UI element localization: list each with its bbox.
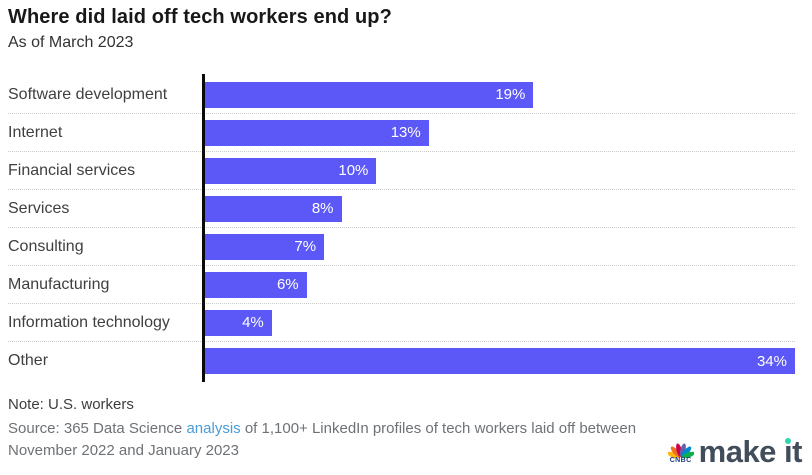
bar-track: 19% — [202, 81, 795, 108]
chart-row: Internet 13% — [8, 114, 795, 152]
category-label: Information technology — [8, 313, 170, 331]
chart-row: Financial services 10% — [8, 152, 795, 190]
chart-row: Services 8% — [8, 190, 795, 228]
chart-row: Manufacturing 6% — [8, 266, 795, 304]
bar: 7% — [202, 233, 325, 260]
makeit-letter-i: ı — [784, 434, 793, 469]
value-label: 10% — [338, 162, 369, 179]
chart-row: Other 34% — [8, 342, 795, 380]
chart-subtitle: As of March 2023 — [8, 34, 134, 51]
chart-rows: Software development 19% Internet 13% Financ… — [8, 76, 795, 380]
bar-track: 10% — [202, 157, 795, 184]
makeit-text-pre: make — [698, 434, 785, 469]
category-label: Services — [8, 199, 70, 217]
bar-track: 7% — [202, 233, 795, 260]
source-prefix: Source: 365 Data Science — [8, 420, 187, 437]
bar: 10% — [202, 157, 377, 184]
bar: 34% — [202, 348, 795, 374]
makeit-i-dot — [785, 438, 792, 444]
value-label: 13% — [390, 124, 421, 141]
value-label: 19% — [495, 86, 526, 103]
chart-row: Consulting 7% — [8, 228, 795, 266]
chart-row: Software development 19% — [8, 76, 795, 114]
bar: 4% — [202, 309, 272, 336]
value-label: 34% — [756, 352, 787, 370]
chart-title: Where did laid off tech workers end up? — [8, 6, 392, 28]
y-axis-line — [202, 74, 205, 382]
category-label: Financial services — [8, 161, 136, 179]
category-label: Consulting — [8, 237, 84, 255]
category-label: Other — [8, 352, 49, 369]
value-label: 7% — [294, 238, 317, 255]
category-label: Manufacturing — [8, 275, 110, 293]
makeit-text-post: t — [792, 434, 802, 469]
bar-chart: Software development 19% Internet 13% Financ… — [8, 74, 795, 382]
note-text: Note: U.S. workers — [8, 396, 134, 413]
cnbc-wordmark: CNBC — [669, 457, 692, 464]
bar: 19% — [202, 81, 534, 108]
category-label: Software development — [8, 85, 168, 103]
chart-row: Information technology 4% — [8, 304, 795, 342]
bar: 13% — [202, 119, 429, 146]
bar-track: 8% — [202, 195, 795, 222]
value-label: 8% — [311, 200, 334, 217]
value-label: 4% — [242, 314, 264, 331]
bar-track: 6% — [202, 271, 795, 298]
bar-track: 34% — [202, 348, 795, 374]
source-link[interactable]: analysis — [186, 420, 241, 437]
source-suffix: of 1,100+ LinkedIn profiles of tech work… — [8, 420, 637, 459]
source-text: Source: 365 Data Science analysis of 1,1… — [8, 418, 684, 462]
bar: 8% — [202, 195, 342, 222]
bar: 6% — [202, 271, 307, 298]
bar-track: 4% — [202, 309, 795, 336]
cnbc-peacock-icon — [667, 443, 694, 458]
bar-track: 13% — [202, 119, 795, 146]
cnbc-logo: CNBC — [667, 442, 694, 467]
category-label: Internet — [8, 123, 63, 141]
value-label: 6% — [276, 276, 299, 293]
